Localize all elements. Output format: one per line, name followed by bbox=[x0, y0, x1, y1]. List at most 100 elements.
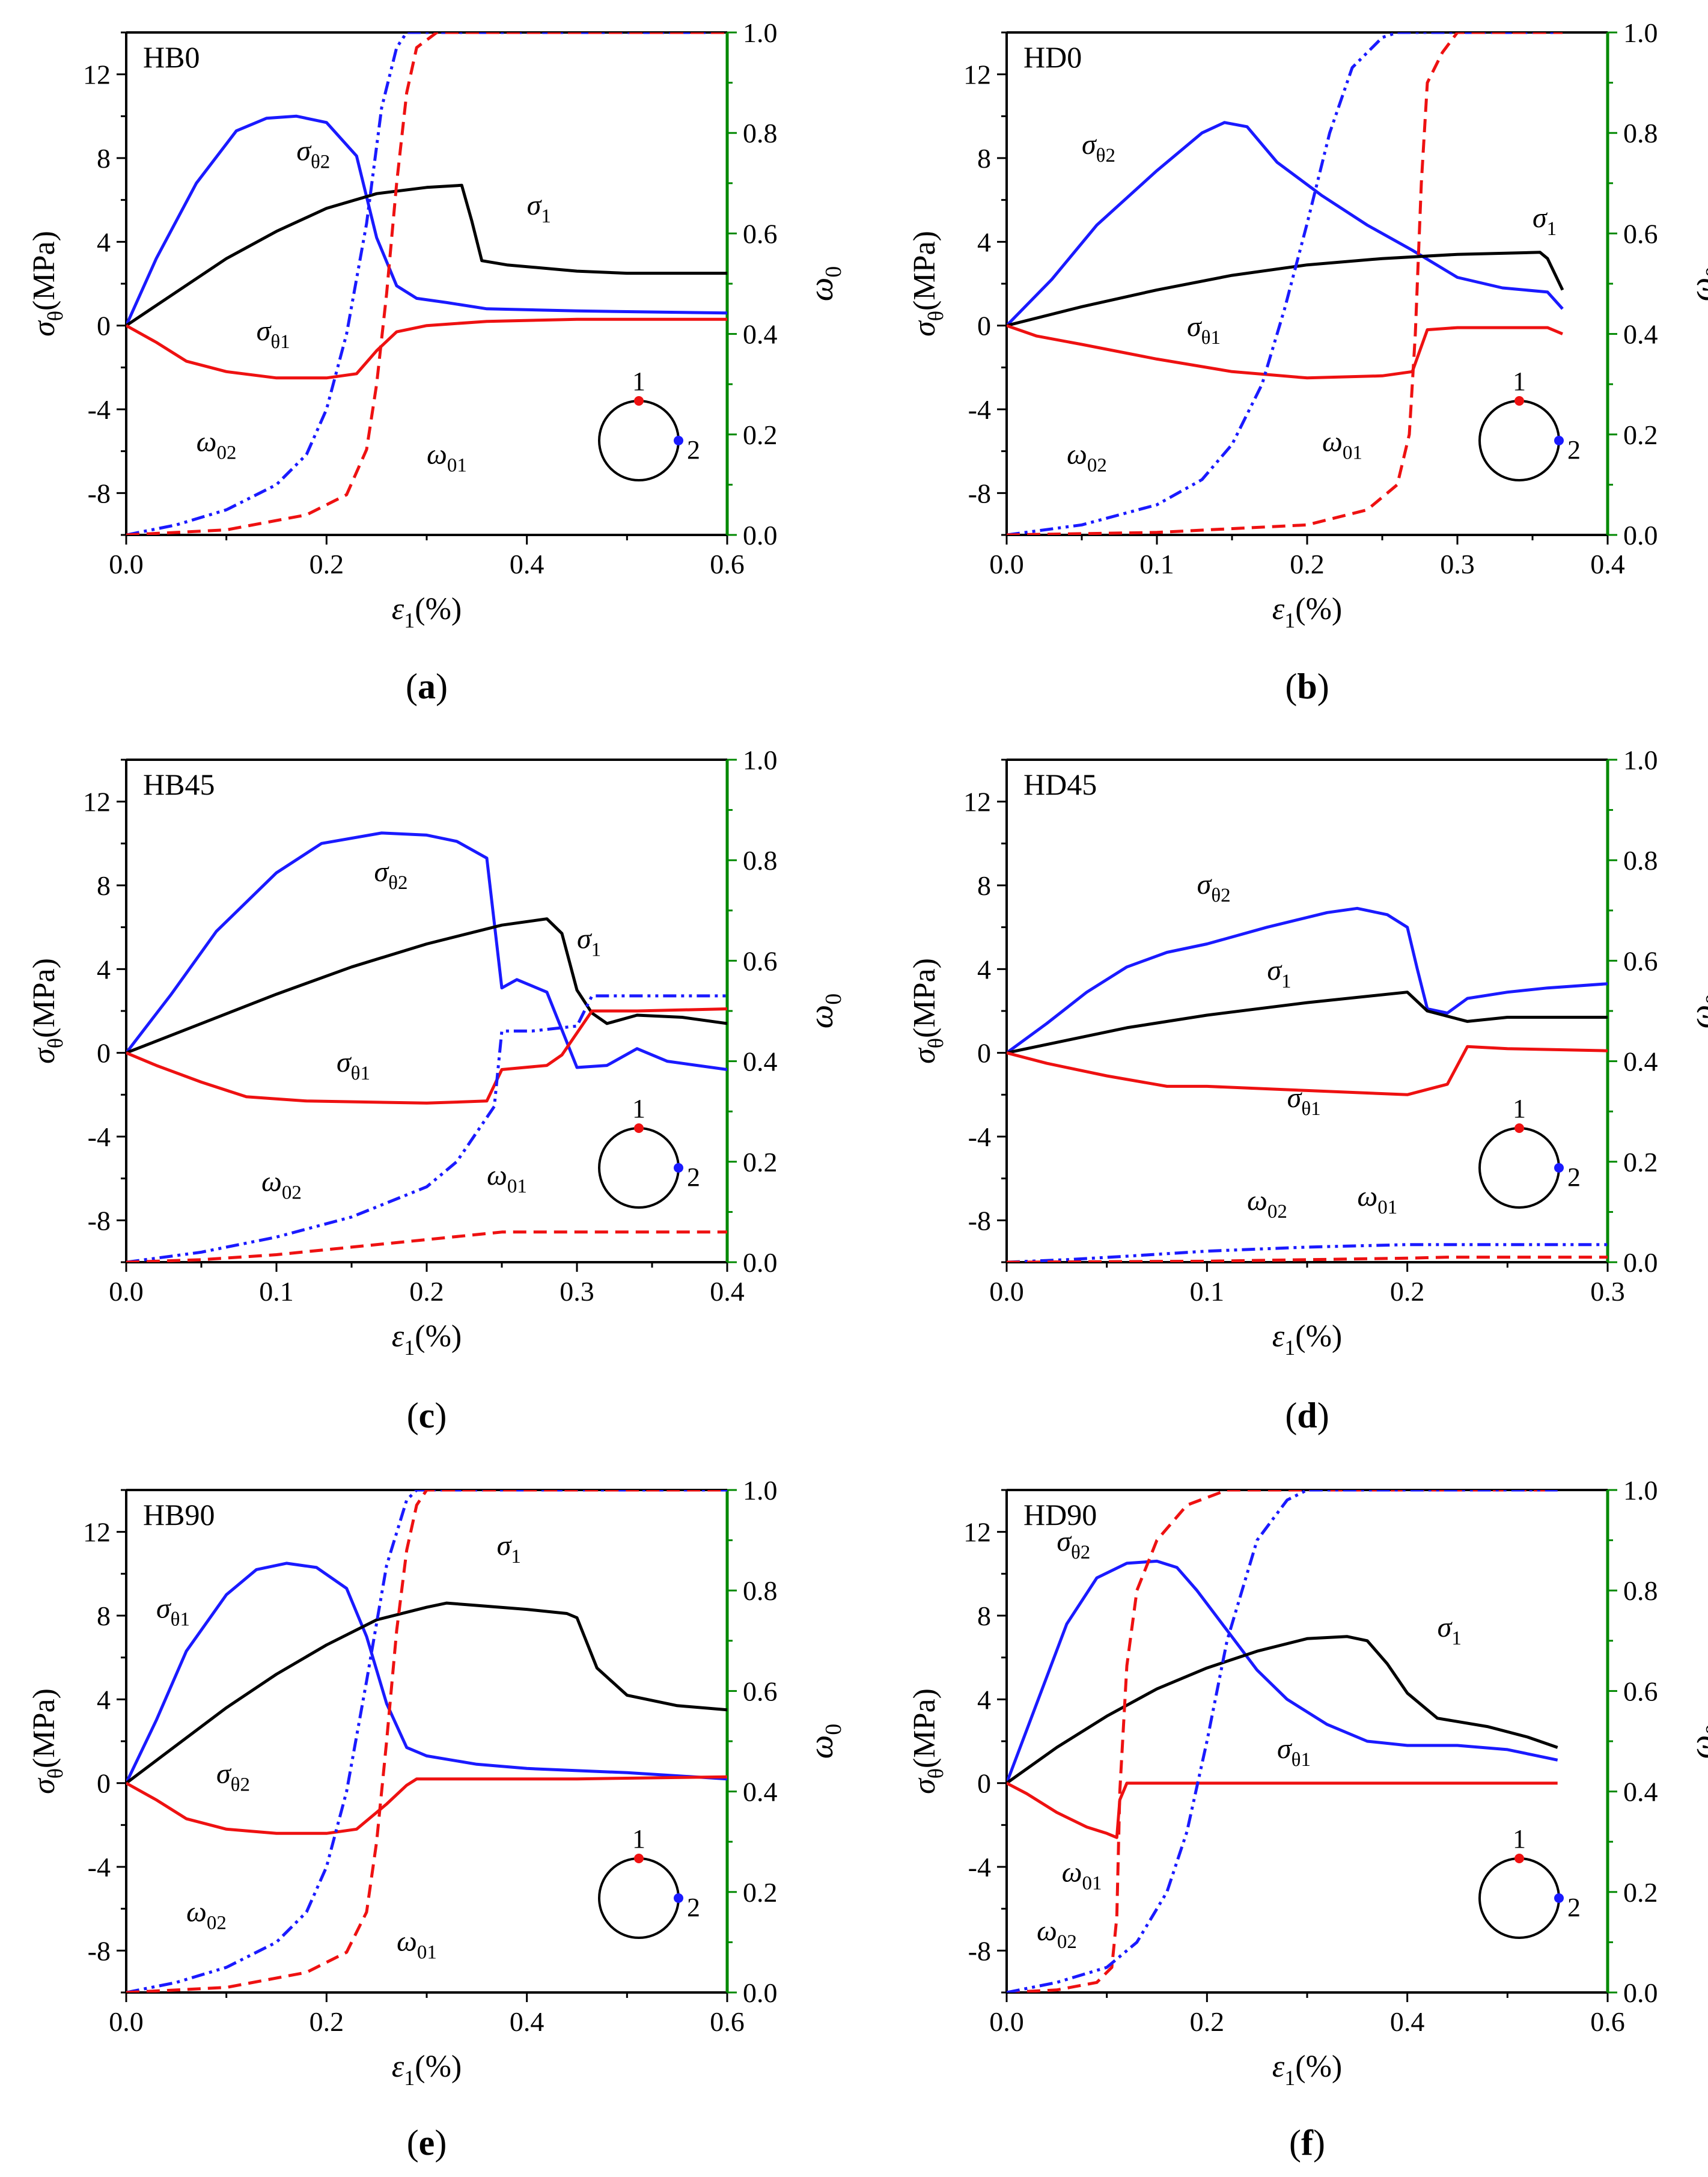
marker-2 bbox=[674, 1893, 683, 1903]
y2-tick-label: 1.0 bbox=[743, 17, 778, 48]
y2-tick-label: 0.8 bbox=[743, 118, 778, 148]
y2-tick-label: 0.4 bbox=[743, 319, 778, 350]
annotation-σ1: σ1 bbox=[1533, 202, 1557, 240]
y2-tick-label: 0.4 bbox=[1623, 1777, 1658, 1807]
x-tick-label: 0.0 bbox=[989, 549, 1024, 579]
annotation-ω01: ω01 bbox=[1322, 426, 1362, 464]
marker-1 bbox=[634, 396, 644, 406]
panel-e: 0.0 0.2 0.4 0.6-8-4048120.00.20.40.60.81.0ε… bbox=[27, 1475, 846, 2163]
x-tick-label: 0.2 bbox=[310, 2006, 344, 2037]
annotation-σθ1: σθ1 bbox=[156, 1592, 190, 1630]
y-axis-title: σθ(MPa) bbox=[27, 1688, 67, 1794]
y2-tick-label: 0.8 bbox=[1623, 1575, 1658, 1606]
y2-tick-label: 0.2 bbox=[743, 1147, 778, 1177]
y2-tick-label: 0.0 bbox=[1623, 1247, 1658, 1278]
y-tick-label: 0 bbox=[97, 1038, 111, 1069]
x-tick-label: 0.6 bbox=[710, 549, 745, 579]
y2-tick-label: 0.6 bbox=[743, 1676, 778, 1706]
x-tick-label: 0.2 bbox=[409, 1276, 444, 1307]
series-σθ2 bbox=[1007, 121, 1564, 327]
y2-tick-label: 0.2 bbox=[1623, 420, 1658, 450]
y2-tick-label: 0.6 bbox=[1623, 1676, 1658, 1706]
y-tick-label: 12 bbox=[963, 1517, 991, 1548]
y2-tick-label: 1.0 bbox=[1623, 745, 1658, 775]
y-tick-label: 0 bbox=[977, 311, 991, 341]
y-tick-label: 12 bbox=[83, 1517, 111, 1548]
y-tick-label: 12 bbox=[83, 60, 111, 90]
hole-schematic: 12 bbox=[1478, 367, 1581, 481]
panel-letter: (f) bbox=[1289, 2123, 1325, 2163]
y2-tick-label: 0.6 bbox=[1623, 945, 1658, 976]
annotation-σθ2: σθ2 bbox=[296, 135, 330, 173]
y-tick-label: 12 bbox=[963, 60, 991, 90]
y2-tick-label: 0.0 bbox=[743, 1247, 778, 1278]
y2-tick-label: 0.0 bbox=[1623, 520, 1658, 551]
y-tick-label: -4 bbox=[88, 1122, 111, 1152]
annotation-ω02: ω02 bbox=[1037, 1915, 1077, 1953]
x-axis-title: ε1(%) bbox=[392, 2050, 462, 2090]
series-σ1 bbox=[126, 1601, 727, 1785]
y-tick-label: -8 bbox=[968, 478, 991, 508]
y-axis-title: σθ(MPa) bbox=[907, 958, 948, 1064]
y2-axis-title: ω0 bbox=[803, 266, 846, 302]
series-ω01 bbox=[1007, 32, 1563, 535]
series-ω02 bbox=[1007, 32, 1563, 535]
y-tick-label: -8 bbox=[88, 1935, 111, 1966]
annotation-ω02: ω02 bbox=[1247, 1185, 1287, 1223]
y-tick-label: 4 bbox=[977, 1684, 991, 1715]
series-ω02 bbox=[126, 1490, 727, 1992]
y2-tick-label: 1.0 bbox=[1623, 17, 1658, 48]
marker-2-label: 2 bbox=[687, 1162, 700, 1192]
y2-tick-label: 1.0 bbox=[1623, 1475, 1658, 1506]
x-tick-label: 0.4 bbox=[710, 1276, 745, 1307]
annotation-ω01: ω01 bbox=[487, 1159, 527, 1197]
marker-2-label: 2 bbox=[1567, 1162, 1581, 1192]
series-σθ1 bbox=[1007, 324, 1563, 380]
marker-1 bbox=[1514, 1123, 1524, 1133]
y2-tick-label: 0.0 bbox=[743, 520, 778, 551]
y2-tick-label: 0.4 bbox=[1623, 1046, 1658, 1077]
y-tick-label: 8 bbox=[97, 1601, 111, 1631]
series-σθ2 bbox=[126, 1775, 727, 1835]
y2-tick-label: 0.2 bbox=[743, 1877, 778, 1908]
marker-1-label: 1 bbox=[632, 1824, 645, 1854]
panel-title: HD90 bbox=[1023, 1498, 1097, 1531]
series-σθ1 bbox=[1007, 1782, 1558, 1839]
x-axis-title: ε1(%) bbox=[1272, 1319, 1342, 1360]
y2-axis-title: ω0 bbox=[1683, 994, 1708, 1029]
y2-tick-label: 0.8 bbox=[743, 1575, 778, 1606]
annotation-σθ2: σθ2 bbox=[216, 1758, 250, 1796]
y2-tick-label: 0.4 bbox=[743, 1046, 778, 1077]
y2-tick-label: 0.2 bbox=[1623, 1147, 1658, 1177]
x-tick-label: 0.6 bbox=[710, 2006, 745, 2037]
series-ω01 bbox=[1007, 1256, 1608, 1262]
series-ω01 bbox=[126, 1230, 727, 1262]
hole-circle bbox=[598, 1857, 680, 1939]
series-ω01 bbox=[126, 32, 727, 535]
marker-1-label: 1 bbox=[1513, 1094, 1526, 1123]
y2-tick-label: 0.8 bbox=[743, 845, 778, 876]
series-ω01 bbox=[126, 1490, 727, 1992]
marker-1-label: 1 bbox=[632, 1094, 645, 1123]
y-tick-label: -4 bbox=[968, 394, 991, 425]
y2-axis-title: ω0 bbox=[1683, 266, 1708, 302]
y-tick-label: 8 bbox=[977, 1601, 991, 1631]
y2-tick-label: 0.8 bbox=[1623, 845, 1658, 876]
annotation-σθ1: σθ1 bbox=[257, 315, 290, 353]
annotation-σθ1: σθ1 bbox=[1277, 1733, 1311, 1771]
marker-1 bbox=[634, 1854, 644, 1863]
y2-tick-label: 0.4 bbox=[1623, 319, 1658, 350]
hole-circle bbox=[1478, 1127, 1560, 1209]
y2-tick-label: 0.2 bbox=[1623, 1877, 1658, 1908]
marker-2 bbox=[1554, 1163, 1564, 1173]
series-σθ1 bbox=[126, 1562, 727, 1784]
x-tick-label: 0.2 bbox=[310, 549, 344, 579]
y2-tick-label: 1.0 bbox=[743, 1475, 778, 1506]
marker-2 bbox=[1554, 1893, 1564, 1903]
x-tick-label: 0.4 bbox=[1390, 2006, 1425, 2037]
annotation-σ1: σ1 bbox=[1267, 954, 1291, 992]
series-σθ2 bbox=[126, 831, 727, 1071]
y-tick-label: -8 bbox=[968, 1935, 991, 1966]
y-tick-label: -4 bbox=[968, 1852, 991, 1882]
y-tick-label: -8 bbox=[88, 478, 111, 508]
